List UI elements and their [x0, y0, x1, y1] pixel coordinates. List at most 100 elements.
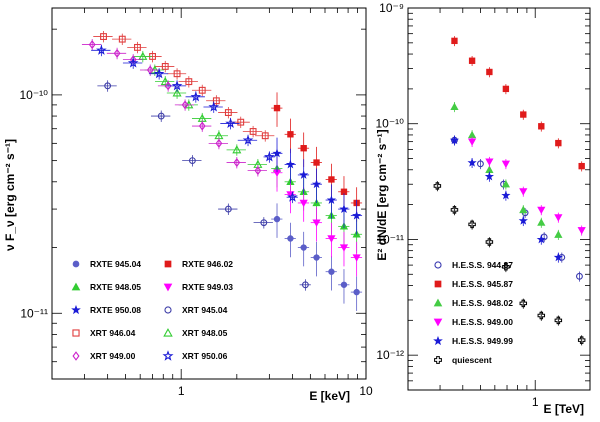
data-point: [485, 238, 494, 246]
data-point: [164, 81, 172, 91]
legend-entry: RXTE 946.02: [164, 259, 233, 269]
data-point: [138, 51, 148, 60]
data-point: [519, 299, 528, 308]
legend-marker: [163, 283, 173, 292]
data-point: [208, 101, 220, 112]
data-point: [450, 102, 459, 110]
data-point: [104, 82, 112, 90]
data-point: [173, 70, 181, 78]
data-point: [519, 188, 528, 196]
legend-entry: XRT 949.00: [72, 351, 136, 361]
data-point: [224, 109, 232, 116]
legend-label: RXTE 946.02: [182, 259, 233, 269]
y-tick-label: 10⁻¹¹: [20, 306, 48, 320]
legend-marker: [164, 306, 172, 314]
legend-marker: [71, 282, 81, 291]
data-point: [260, 219, 268, 227]
legend-label: XRT 949.00: [90, 351, 136, 361]
legend-entry: H.E.S.S. 949.00: [433, 317, 513, 327]
data-point: [485, 158, 494, 166]
data-point: [237, 118, 245, 126]
legend-marker: [434, 280, 442, 288]
data-point: [467, 138, 477, 146]
legend-entry: RXTE 950.08: [71, 304, 141, 315]
data-point: [118, 35, 126, 43]
legend-marker: [433, 318, 443, 327]
legend-label: XRT 950.06: [182, 351, 228, 361]
legend-marker: [433, 298, 443, 307]
data-point: [172, 88, 182, 97]
data-point: [215, 138, 223, 148]
series-h-e-s-s-949-99: [449, 135, 563, 263]
data-point: [538, 123, 545, 130]
data-point: [224, 205, 232, 213]
data-point: [449, 135, 460, 145]
data-point: [225, 117, 236, 128]
x-tick-label: 1: [178, 384, 185, 398]
series-xrt-950-06: [91, 44, 298, 204]
data-point: [433, 182, 442, 190]
data-point: [536, 234, 546, 244]
legend-entry: XRT 948.05: [163, 328, 228, 338]
data-point: [352, 254, 361, 262]
plot-frame: [51, 7, 367, 380]
data-point: [537, 218, 546, 226]
x-tick-label: 10: [359, 384, 373, 398]
data-point: [311, 179, 322, 189]
legend-marker: [164, 260, 172, 268]
legend-marker: [71, 304, 81, 315]
y-tick-label: 10⁻¹²: [376, 348, 404, 362]
data-point: [537, 311, 546, 320]
data-point: [287, 131, 294, 138]
legend-label: XRT 946.04: [90, 328, 136, 338]
data-point: [555, 139, 562, 147]
legend-entry: H.E.S.S. 948.02: [433, 298, 513, 308]
data-point: [96, 44, 107, 55]
y-axis-label: ν F_ν [erg cm⁻² s⁻¹]: [3, 139, 17, 251]
data-point: [171, 80, 183, 91]
series-xrt-946-04: [93, 31, 275, 142]
legend-marker: [163, 328, 173, 337]
legend-label: RXTE 948.05: [90, 282, 141, 292]
data-point: [153, 68, 165, 79]
data-point: [484, 171, 494, 181]
y-tick-label: 10⁻⁹: [379, 1, 404, 15]
legend-entry: RXTE 945.04: [72, 259, 141, 269]
data-point: [339, 244, 349, 252]
data-point: [232, 145, 242, 154]
series-xrt-945-04: [97, 80, 311, 291]
legend-label: H.E.S.S. 949.00: [452, 317, 513, 327]
data-point: [134, 43, 141, 51]
y-tick-label: 10⁻¹¹: [376, 232, 404, 246]
data-point: [553, 252, 563, 262]
y-tick-label: 10⁻¹⁰: [376, 117, 405, 131]
data-point: [340, 281, 348, 288]
legend-label: XRT 948.05: [182, 328, 228, 338]
data-point: [261, 132, 269, 140]
data-point: [249, 128, 257, 135]
data-point: [352, 210, 362, 220]
legend-entry: quiescent: [434, 355, 492, 365]
data-point: [242, 134, 254, 145]
data-point: [313, 159, 320, 166]
data-point: [353, 288, 360, 296]
plot-frame: [407, 7, 591, 391]
legend-label: RXTE 949.03: [182, 282, 233, 292]
legend-entry: XRT 946.04: [72, 328, 136, 338]
data-point: [502, 85, 510, 93]
legend-label: H.E.S.S. 949.99: [452, 336, 513, 346]
y-axis-label: E² dN/dE [erg cm⁻² s⁻¹]: [375, 129, 389, 260]
data-point: [254, 166, 262, 176]
legend-label: H.E.S.S. 945.87: [452, 279, 513, 289]
legend-entry: XRT 950.06: [162, 350, 228, 361]
data-point: [273, 104, 281, 112]
data-point: [576, 272, 583, 280]
data-point: [468, 220, 476, 229]
data-point: [287, 191, 298, 202]
legend-entry: H.E.S.S. 944.87: [434, 260, 513, 270]
data-point: [554, 230, 563, 238]
legend-label: XRT 945.04: [182, 305, 228, 315]
data-point: [185, 78, 193, 86]
series-rxte-950-08: [271, 137, 363, 235]
data-point: [190, 91, 202, 102]
